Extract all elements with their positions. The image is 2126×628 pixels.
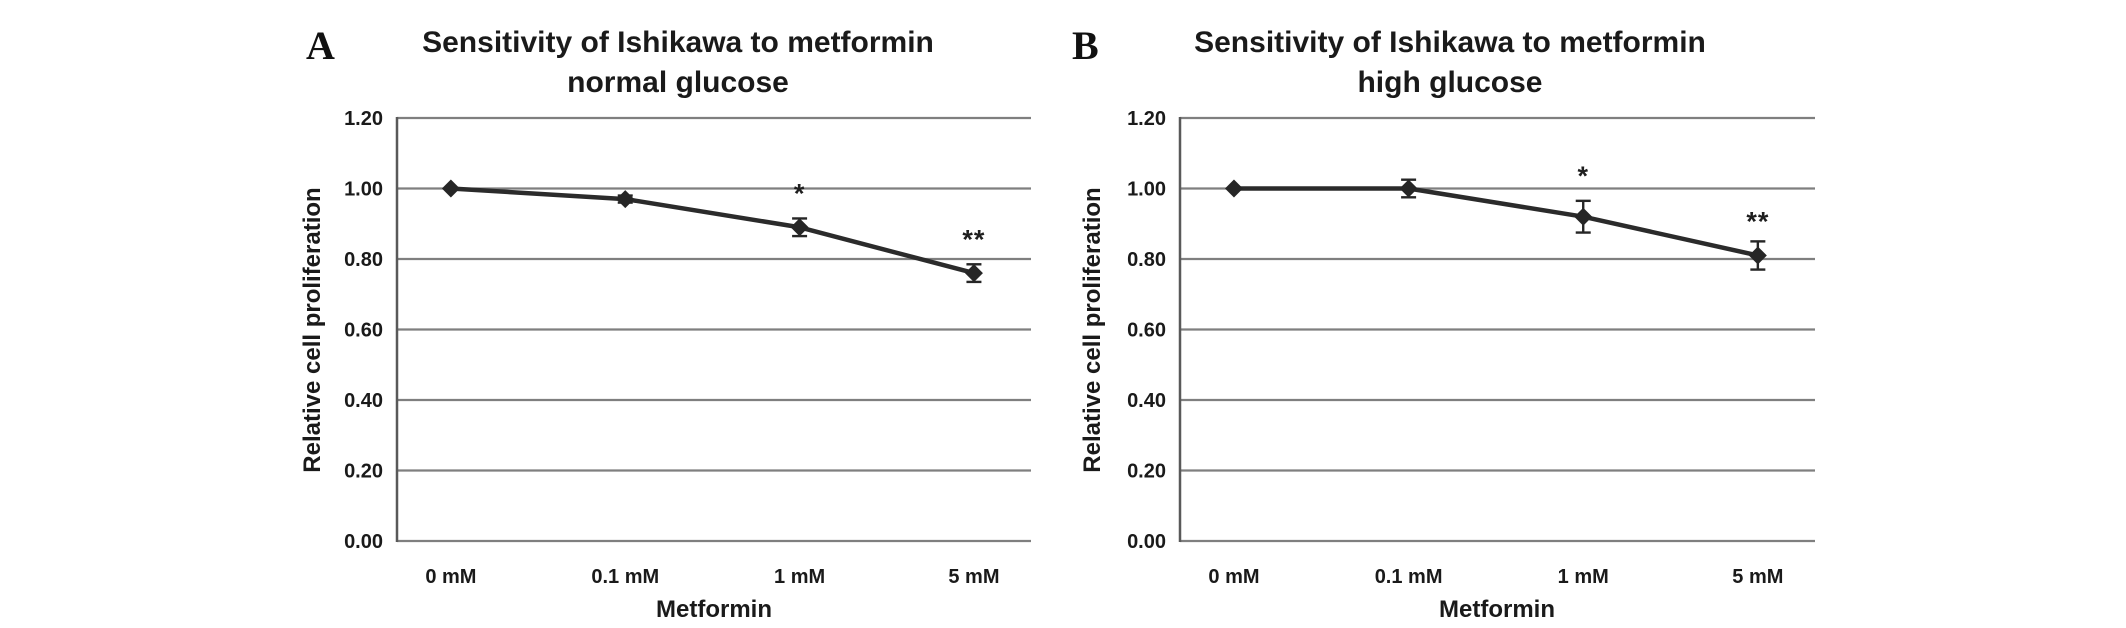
significance-marker: * bbox=[1577, 161, 1589, 191]
y-tick-label: 0.40 bbox=[344, 390, 383, 412]
data-point-marker bbox=[1574, 207, 1593, 226]
panel-b-title-line2: high glucose bbox=[1357, 66, 1542, 99]
y-tick-label: 1.20 bbox=[1127, 108, 1166, 130]
y-tick-label: 0.20 bbox=[344, 461, 383, 483]
y-tick-label: 1.00 bbox=[1127, 179, 1166, 201]
y-tick-label: 0.60 bbox=[1127, 320, 1166, 342]
significance-marker: * bbox=[794, 179, 806, 209]
data-series-line bbox=[1231, 186, 1761, 258]
y-tick-label: 1.00 bbox=[344, 179, 383, 201]
panel-a-x-axis-title: Metformin bbox=[656, 596, 772, 623]
significance-marker: ** bbox=[962, 224, 985, 254]
panel-a-letter: A bbox=[306, 23, 335, 68]
panel-b-title-line1: Sensitivity of Ishikawa to metformin bbox=[1194, 26, 1706, 59]
y-tick-label: 0.80 bbox=[344, 249, 383, 271]
x-tick-label: 0.1 mM bbox=[591, 566, 659, 588]
y-tick-label: 0.60 bbox=[344, 320, 383, 342]
panel-b-x-axis-title: Metformin bbox=[1439, 596, 1555, 623]
y-tick-label: 0.80 bbox=[1127, 249, 1166, 271]
data-point-marker bbox=[1399, 179, 1418, 198]
x-tick-label: 5 mM bbox=[948, 566, 999, 588]
y-tick-label: 0.00 bbox=[1127, 531, 1166, 553]
panel-a-y-axis-title: Relative cell proliferation bbox=[299, 187, 326, 472]
data-point-marker bbox=[964, 264, 983, 283]
significance-marker: ** bbox=[1746, 207, 1769, 237]
y-tick-label: 1.20 bbox=[344, 108, 383, 130]
x-tick-label: 0 mM bbox=[425, 566, 476, 588]
data-point-marker bbox=[441, 179, 460, 198]
panel-b-plot-area: 0.00 0.20 0.40 0.60 0.80 1.00 1.20 0 mM 0.1 mM 1 … bbox=[1127, 108, 1815, 588]
panel-b-letter: B bbox=[1072, 23, 1099, 68]
data-point-marker bbox=[616, 190, 635, 209]
panel-b-y-axis-title: Relative cell proliferation bbox=[1079, 187, 1106, 472]
data-point-marker bbox=[1224, 179, 1243, 198]
x-tick-label: 5 mM bbox=[1732, 566, 1783, 588]
panel-a-title-line2: normal glucose bbox=[567, 66, 789, 99]
x-tick-label: 0 mM bbox=[1208, 566, 1259, 588]
x-tick-label: 1 mM bbox=[774, 566, 825, 588]
x-tick-label: 1 mM bbox=[1558, 566, 1609, 588]
panel-a-plot-area: 0.00 0.20 0.40 0.60 0.80 1.00 1.20 0 mM 0.1 mM 1 … bbox=[344, 108, 1031, 588]
data-point-marker bbox=[1748, 246, 1767, 265]
data-point-marker bbox=[790, 218, 809, 237]
x-tick-label: 0.1 mM bbox=[1375, 566, 1443, 588]
panel-a-title-line1: Sensitivity of Ishikawa to metformin bbox=[422, 26, 934, 59]
y-tick-label: 0.40 bbox=[1127, 390, 1166, 412]
y-tick-label: 0.20 bbox=[1127, 461, 1166, 483]
y-tick-label: 0.00 bbox=[344, 531, 383, 553]
data-series-line bbox=[448, 186, 977, 276]
